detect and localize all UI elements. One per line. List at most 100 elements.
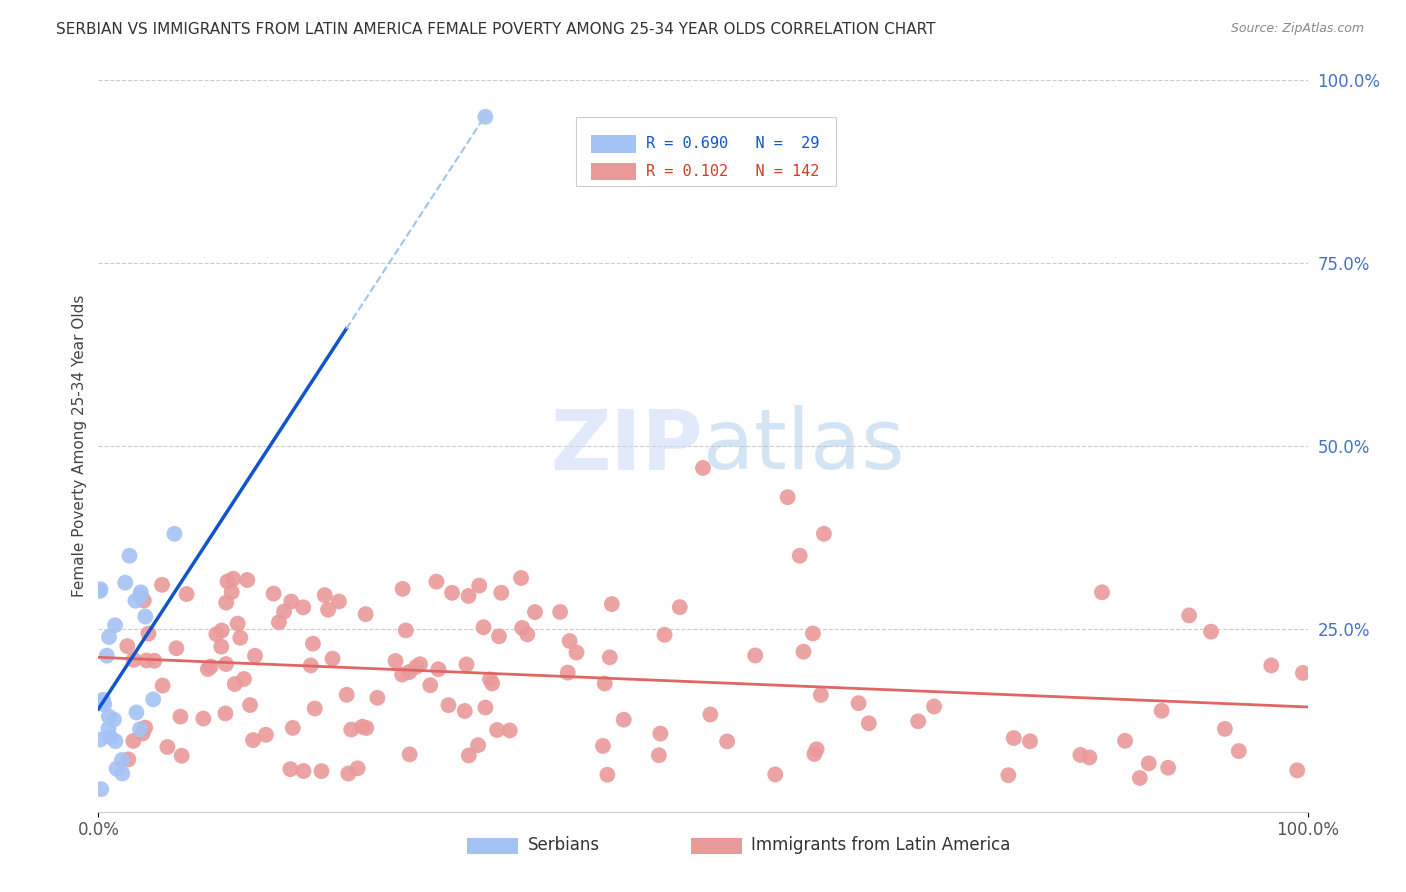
Point (89, 695, 111, 709)
Point (242, 733, 264, 747)
Point (132, 593, 155, 607)
Point (599, 650, 621, 665)
Point (314, 588, 336, 602)
Point (472, 620, 495, 634)
Point (156, 739, 179, 754)
Point (398, 665, 420, 679)
Point (200, 659, 222, 673)
Point (398, 747, 420, 762)
Point (89, 732, 111, 747)
Text: Source: ZipAtlas.com: Source: ZipAtlas.com (1230, 22, 1364, 36)
Point (89, 582, 111, 597)
Point (280, 762, 302, 776)
Point (152, 679, 174, 693)
Point (299, 658, 322, 673)
Point (352, 720, 374, 734)
Point (716, 734, 738, 748)
Point (267, 615, 290, 630)
Point (395, 624, 418, 638)
Point (302, 637, 325, 651)
Point (558, 634, 581, 648)
Point (89, 583, 111, 598)
Point (316, 603, 339, 617)
Point (481, 676, 503, 690)
Point (1069, 747, 1091, 762)
Point (273, 605, 295, 619)
Point (135, 653, 157, 667)
Point (224, 677, 246, 691)
Point (118, 549, 141, 563)
Point (129, 585, 152, 599)
Point (165, 641, 187, 656)
Point (384, 654, 406, 668)
Point (510, 621, 533, 635)
Point (613, 713, 636, 727)
Point (131, 726, 153, 740)
Point (491, 586, 513, 600)
Point (222, 572, 245, 586)
Point (1002, 731, 1025, 745)
Point (104, 618, 127, 632)
Point (122, 653, 145, 667)
Point (744, 648, 766, 663)
Point (292, 600, 315, 615)
Point (997, 768, 1019, 782)
Point (806, 742, 828, 756)
Point (117, 639, 139, 653)
Point (848, 696, 870, 710)
Point (467, 738, 489, 752)
Point (163, 526, 186, 541)
Point (486, 723, 509, 737)
Point (103, 713, 125, 727)
Point (922, 699, 945, 714)
Point (1114, 734, 1136, 748)
Point (311, 764, 333, 778)
Point (1137, 756, 1160, 771)
Point (548, 605, 571, 619)
Point (801, 626, 824, 640)
Point (280, 594, 302, 608)
Point (91, 693, 114, 707)
Point (789, 549, 811, 563)
Text: R = 0.102   N = 142: R = 0.102 N = 142 (647, 164, 820, 179)
Point (98, 730, 121, 744)
Y-axis label: Female Poverty Among 25-34 Year Olds: Female Poverty Among 25-34 Year Olds (72, 295, 87, 597)
Bar (690, 838, 742, 855)
Point (1199, 624, 1222, 639)
Point (474, 700, 496, 714)
Point (510, 571, 533, 585)
Point (125, 706, 148, 720)
Point (111, 766, 134, 780)
Point (1292, 665, 1315, 680)
Point (650, 726, 672, 740)
Point (134, 609, 156, 624)
Point (104, 734, 127, 748)
Text: Serbians: Serbians (527, 837, 600, 855)
Point (1213, 722, 1236, 736)
Point (229, 631, 252, 645)
Point (111, 753, 134, 767)
Bar (591, 163, 637, 180)
Point (221, 585, 243, 599)
Point (138, 626, 160, 640)
Point (468, 578, 491, 592)
Point (215, 657, 238, 671)
Point (214, 706, 236, 721)
Point (217, 574, 239, 589)
Point (776, 490, 799, 504)
Point (499, 723, 522, 738)
Point (1078, 750, 1101, 764)
Point (281, 721, 304, 735)
Point (654, 628, 676, 642)
Point (516, 627, 538, 641)
Point (1129, 771, 1152, 785)
FancyBboxPatch shape (576, 117, 837, 186)
Point (692, 461, 714, 475)
Point (488, 629, 510, 643)
Point (593, 676, 616, 690)
Point (1019, 734, 1042, 748)
Point (1150, 704, 1173, 718)
Point (243, 648, 266, 663)
Point (1227, 744, 1250, 758)
Point (479, 673, 502, 687)
